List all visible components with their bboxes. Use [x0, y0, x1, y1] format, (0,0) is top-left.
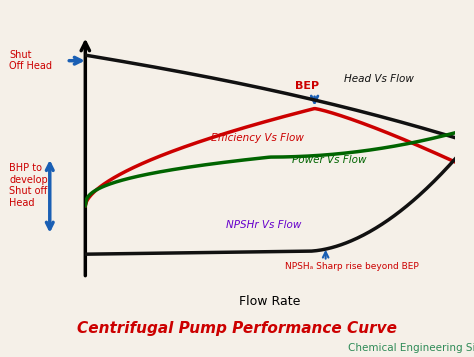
- Text: Head Vs Flow: Head Vs Flow: [344, 74, 414, 84]
- Text: Flow Rate: Flow Rate: [239, 296, 301, 308]
- Text: Chemical Engineering Site: Chemical Engineering Site: [348, 343, 474, 353]
- Text: BEP: BEP: [295, 81, 319, 91]
- Text: Shut
Off Head: Shut Off Head: [9, 50, 53, 71]
- Text: Power Vs Flow: Power Vs Flow: [292, 155, 367, 165]
- Text: NPSHr Vs Flow: NPSHr Vs Flow: [226, 220, 301, 230]
- Text: Efficiency Vs Flow: Efficiency Vs Flow: [211, 133, 304, 143]
- Text: Centrifugal Pump Performance Curve: Centrifugal Pump Performance Curve: [77, 321, 397, 336]
- Text: NPSHₐ Sharp rise beyond BEP: NPSHₐ Sharp rise beyond BEP: [285, 262, 419, 271]
- Text: BHP to
develop
Shut off
Head: BHP to develop Shut off Head: [9, 163, 48, 208]
